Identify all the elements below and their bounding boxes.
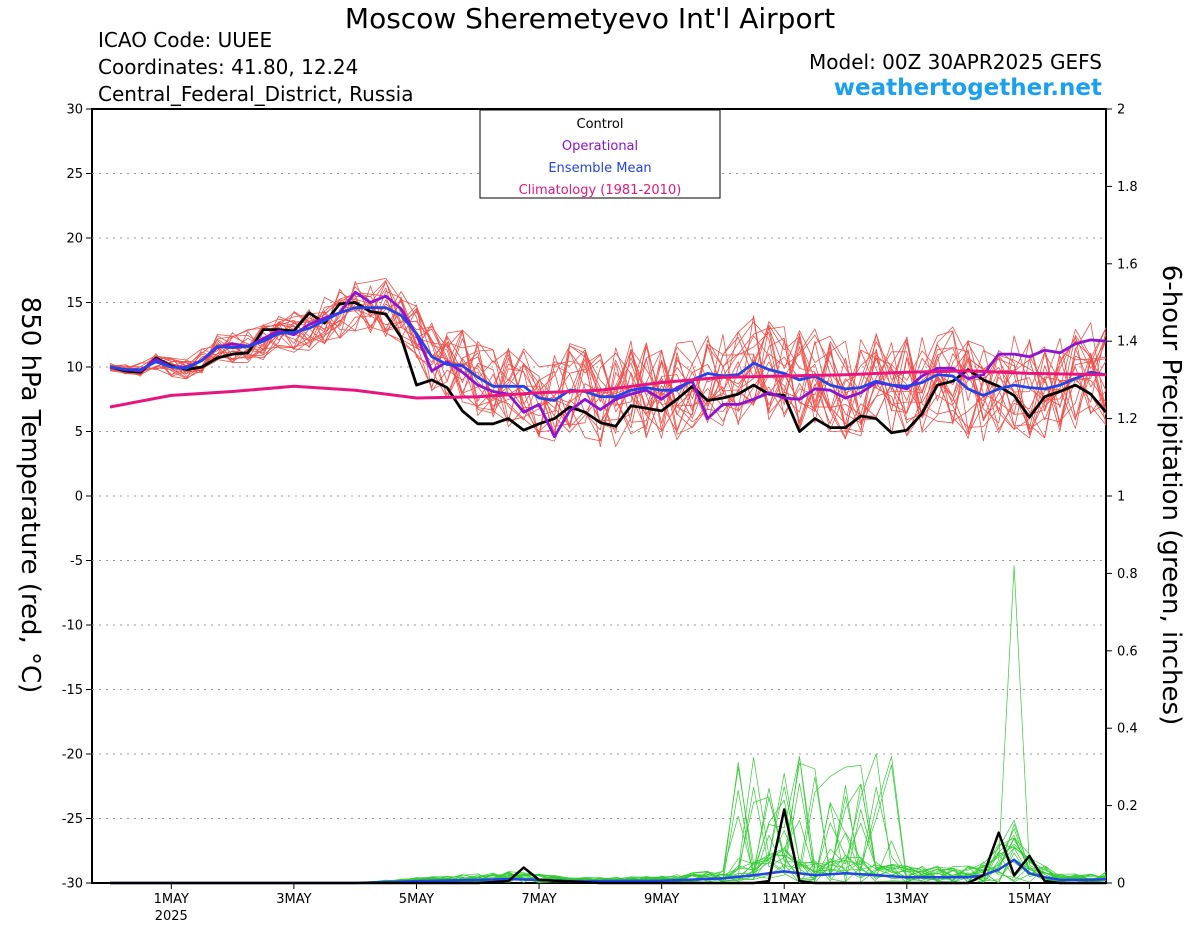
y2-tick-label: 2 [1117, 103, 1125, 118]
y-tick-label: 10 [66, 361, 83, 376]
x-tick-label: 3MAY [276, 892, 311, 907]
ensemble-member-precip [110, 565, 1107, 884]
y2-tick-label: 0 [1117, 877, 1125, 892]
ensemble-member-precip [110, 762, 1107, 884]
y2-tick-label: 0.8 [1117, 567, 1138, 582]
x-tick-label: 11MAY [762, 892, 806, 907]
y-tick-label: -15 [62, 683, 83, 698]
y2-tick-label: 1.6 [1117, 257, 1138, 272]
ensemble-member-temp [109, 281, 1107, 441]
y2-tick-label: 0.4 [1117, 722, 1138, 737]
ensemble-member-temp [109, 298, 1107, 439]
ensemble-member-precip [110, 783, 1107, 884]
ensemble-member-precip [110, 764, 1107, 884]
ensemble-member-precip [110, 756, 1107, 884]
ensemble-member-precip [110, 776, 1107, 884]
x-tick-label: 5MAY [399, 892, 434, 907]
y-tick-label: 0 [75, 490, 83, 505]
legend-box [479, 109, 721, 199]
x-tick-label: 13MAY [885, 892, 929, 907]
series-operational [109, 290, 1107, 439]
y-tick-label: 30 [66, 103, 83, 118]
legend-entry: Ensemble Mean [548, 161, 651, 176]
ensemble-member-precip [110, 789, 1107, 884]
legend-entry: Climatology (1981-2010) [519, 183, 682, 198]
x-tick-label: 15MAY [1008, 892, 1052, 907]
y2-tick-label: 1.8 [1117, 180, 1138, 195]
y-tick-label: -20 [62, 748, 83, 763]
y2-tick-label: 1 [1117, 490, 1125, 505]
ensemble-member-precip [110, 756, 1107, 884]
model-run: Model: 00Z 30APR2025 GEFS [809, 50, 1102, 74]
ensemble-member-temp [109, 288, 1107, 438]
series-ensemble-mean [109, 306, 1107, 402]
legend-entry: Operational [562, 139, 638, 154]
ensemble-member-precip [110, 765, 1107, 884]
ensemble-member-temp [109, 315, 1107, 437]
y-tick-label: -5 [70, 554, 83, 569]
precip-control-line [110, 808, 1106, 885]
y-tick-label: 20 [66, 232, 83, 247]
region: Central_Federal_District, Russia [98, 82, 414, 106]
x-tick-label: 9MAY [644, 892, 679, 907]
ensemble-member-precip [110, 783, 1107, 884]
ensemble-member-temp [109, 296, 1107, 428]
series-climatology-1981-2010 [109, 369, 1107, 409]
y-tick-label: -25 [62, 812, 83, 827]
y2-tick-label: 0.6 [1117, 644, 1138, 659]
y-tick-label: 25 [66, 167, 83, 182]
ensemble-member-precip [110, 786, 1107, 884]
ensemble-member-precip [110, 762, 1107, 884]
chart-title: Moscow Sheremetyevo Int'l Airport [344, 2, 836, 35]
y-tick-label: 15 [66, 296, 83, 311]
ensemble-member-precip [110, 753, 1107, 884]
x-tick-label: 1MAY [154, 892, 189, 907]
legend-entry: Control [577, 117, 624, 132]
y2-tick-label: 1.2 [1117, 412, 1138, 427]
y2-tick-label: 0.2 [1117, 799, 1138, 814]
ensemble-member-precip [110, 755, 1107, 884]
coordinates: Coordinates: 41.80, 12.24 [98, 55, 359, 79]
site-link[interactable]: weathertogether.net [833, 75, 1102, 101]
precip-ensemble-mean-line [110, 858, 1107, 885]
x-tick-label: 7MAY [521, 892, 556, 907]
y-tick-label: -10 [62, 619, 83, 634]
y2-tick-label: 1.4 [1117, 335, 1138, 350]
x-tick-sublabel: 2025 [155, 909, 188, 924]
series-control [109, 301, 1108, 435]
icao-code: ICAO Code: UUEE [98, 28, 273, 52]
y-tick-label: -30 [62, 877, 83, 892]
ensemble-member-precip [110, 783, 1107, 884]
ensemble-member-temp [109, 299, 1107, 433]
ensemble-member-temp [109, 291, 1107, 439]
ensemble-member-precip [110, 767, 1107, 884]
y-tick-label: 5 [75, 425, 83, 440]
